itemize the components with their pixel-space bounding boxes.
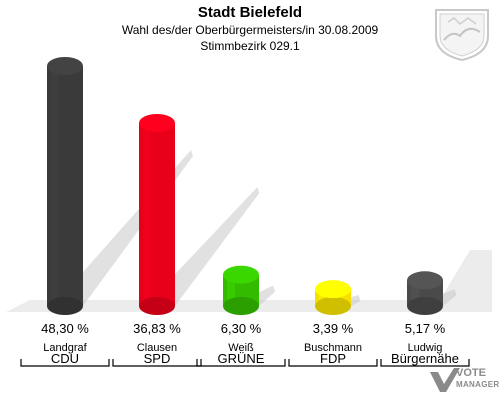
bar-top (223, 265, 259, 284)
bar-top (407, 271, 443, 290)
bar-base (315, 297, 351, 315)
category-bracket (196, 359, 286, 367)
chart-title: Stadt Bielefeld (197, 4, 303, 21)
bar-highlight (51, 66, 59, 306)
candidate-label: Ludwig (408, 342, 443, 354)
chart-subtitle: Wahl des/der Oberbürgermeisters/in 30.08… (121, 23, 379, 37)
candidate-label: Buschmann (304, 342, 362, 354)
bar-highlight (319, 289, 327, 306)
bar-body (47, 66, 83, 306)
bar-highlight (143, 122, 151, 306)
bar-body (139, 122, 175, 306)
category-bracket (20, 359, 110, 367)
party-label: GRÜNE (218, 351, 265, 366)
bar-base (139, 297, 175, 315)
brand-logo-text: VOTE MANAGER (456, 368, 499, 390)
value-label: 6,30 % (221, 321, 262, 336)
bar-top (315, 280, 351, 299)
vote-manager-logo-icon (430, 368, 460, 392)
bar-highlight (227, 274, 235, 306)
category-bracket (380, 359, 470, 367)
district-label: Stimmbezirk 029.1 (200, 39, 300, 53)
value-label: 48,30 % (41, 321, 89, 336)
brand-line1: VOTE (456, 367, 486, 379)
bar-highlight (411, 280, 419, 306)
candidate-label: Clausen (137, 342, 177, 354)
value-label: 36,83 % (133, 321, 181, 336)
bar-top (47, 57, 83, 75)
party-label: SPD (144, 351, 171, 366)
category-bracket (112, 359, 202, 367)
city-crest-icon (435, 9, 489, 62)
value-label: 3,39 % (313, 321, 354, 336)
candidate-label: Landgraf (43, 342, 87, 354)
party-label: FDP (320, 351, 346, 366)
brand-line2: MANAGER (456, 380, 500, 389)
party-label: CDU (51, 351, 79, 366)
party-label: Bürgernähe (391, 351, 459, 366)
bar-base (407, 297, 443, 315)
bar-top (139, 113, 175, 132)
value-label: 5,17 % (405, 321, 446, 336)
category-bracket (288, 359, 378, 367)
bar-base (47, 297, 83, 315)
bar-base (223, 297, 259, 315)
candidate-label: Weiß (228, 342, 254, 354)
